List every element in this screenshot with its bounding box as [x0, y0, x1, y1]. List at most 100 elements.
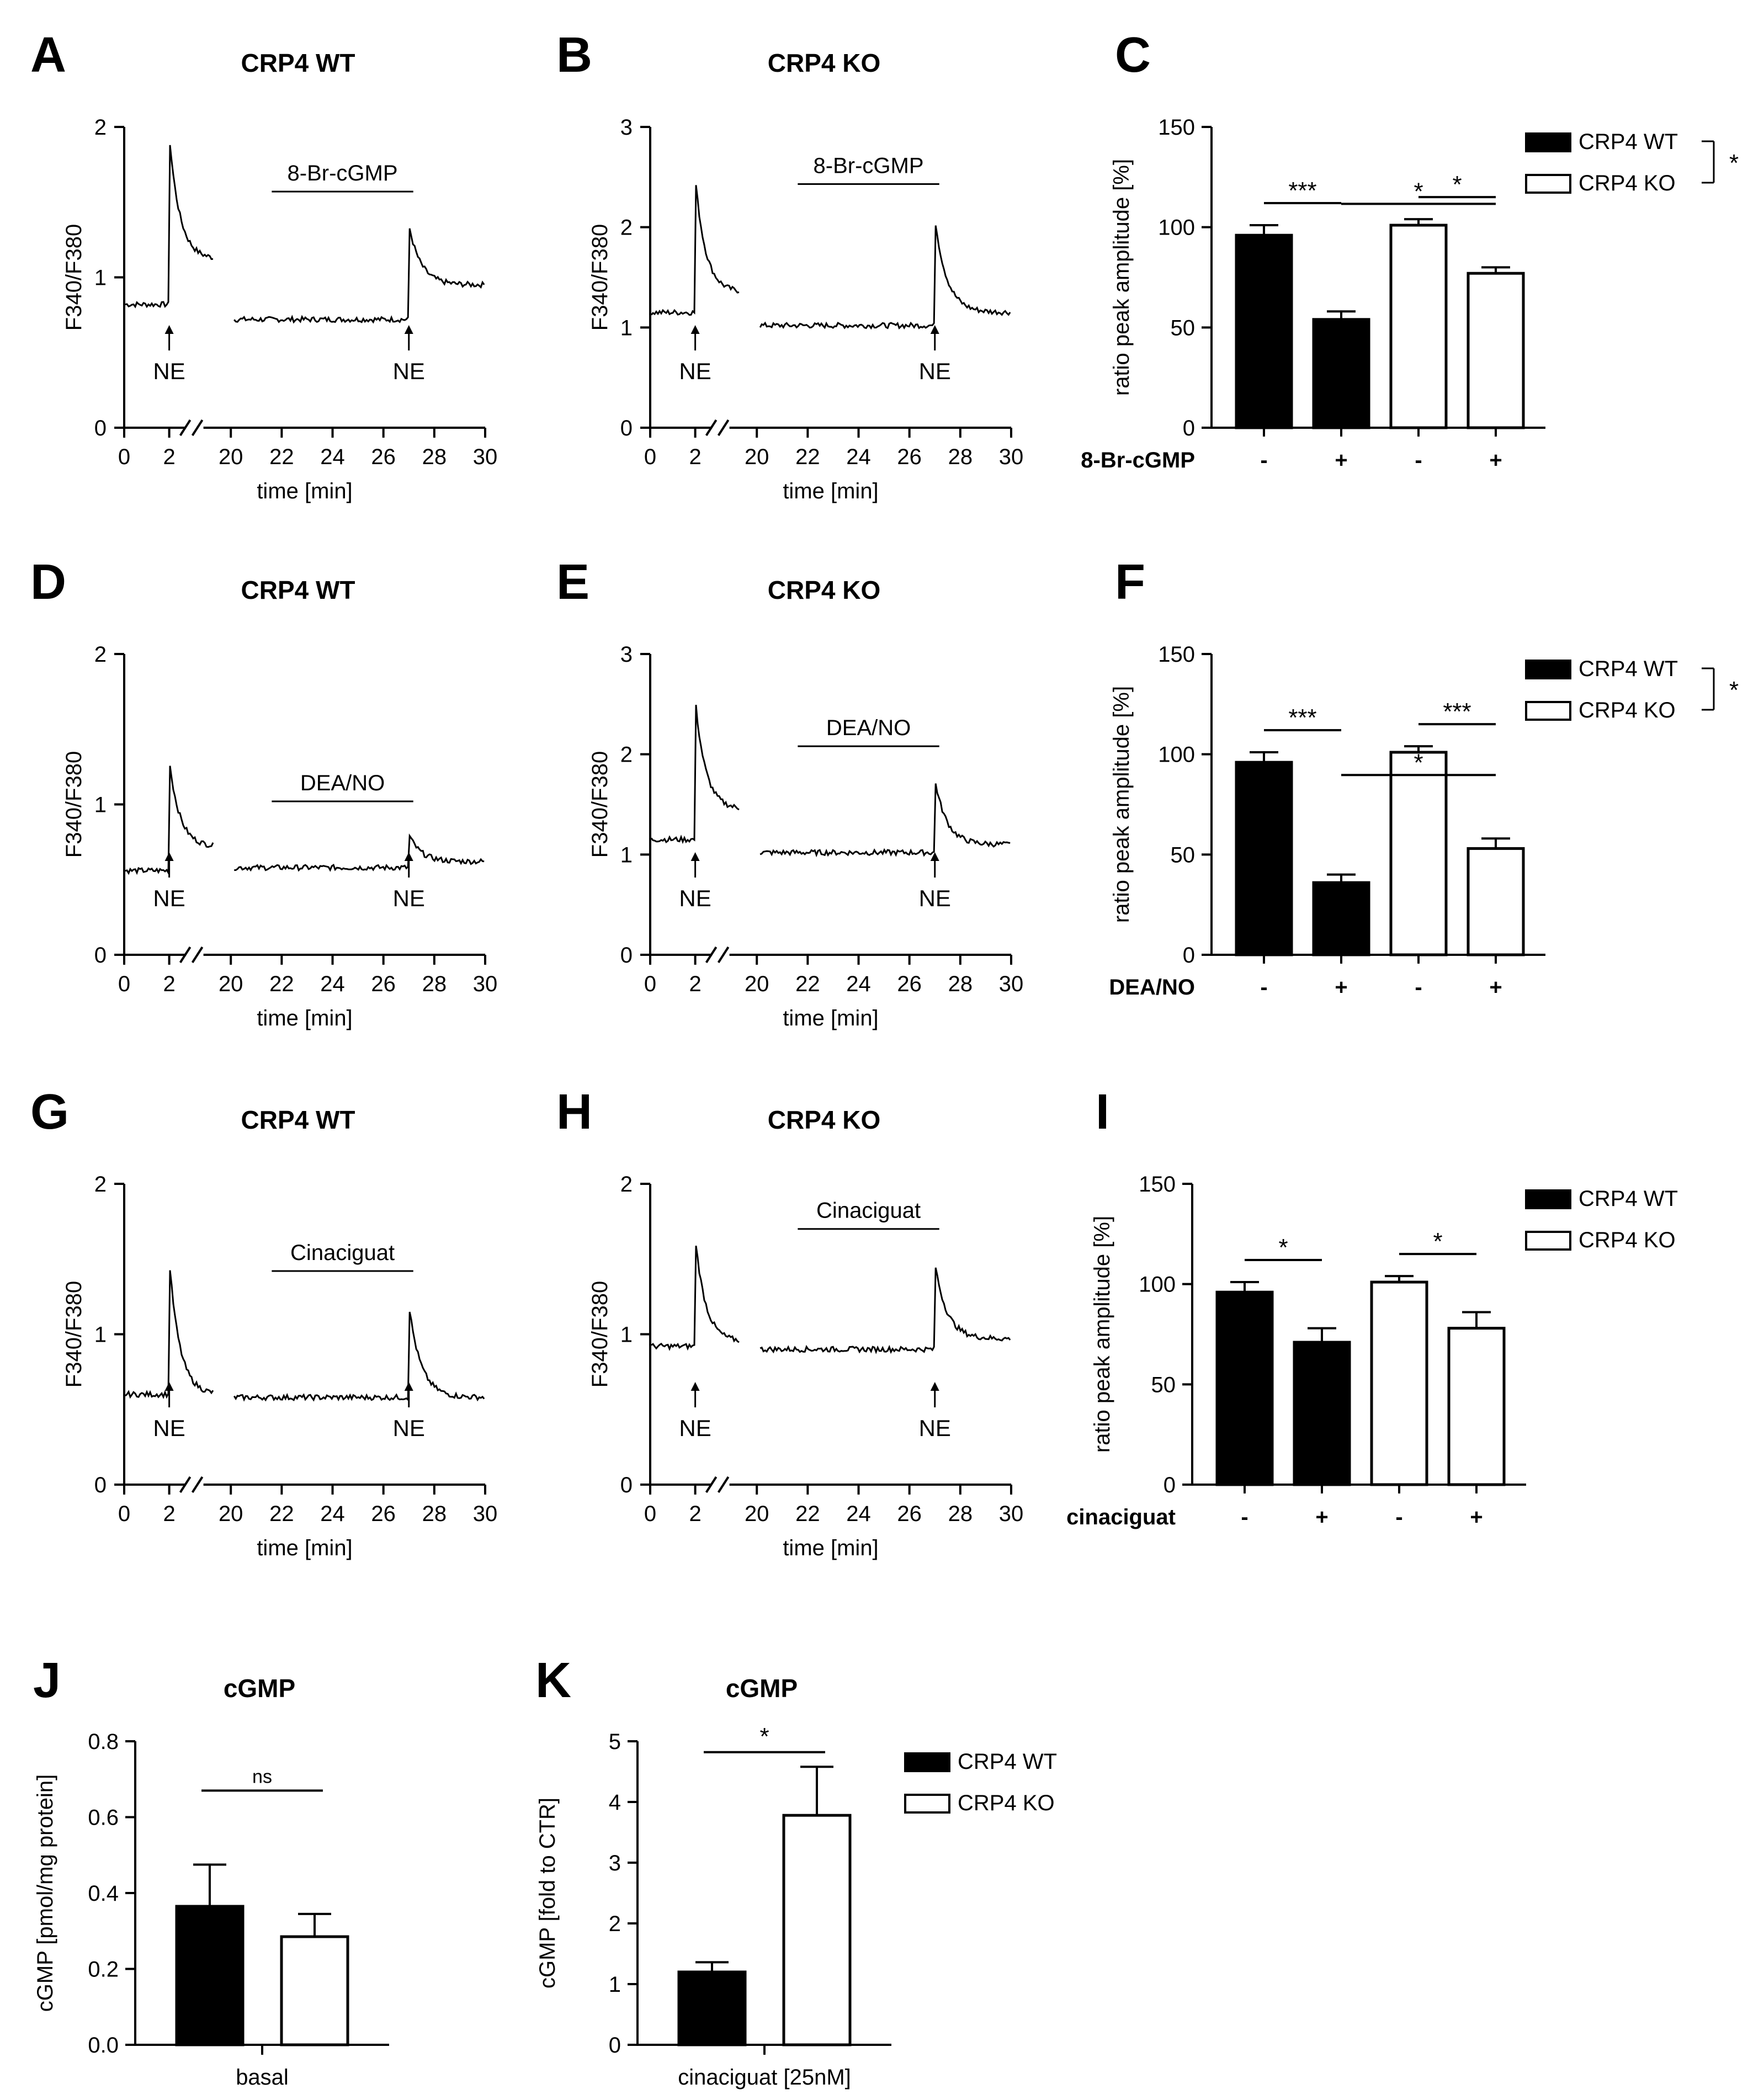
axis-break — [705, 419, 718, 437]
bar-panel-J — [175, 1905, 349, 2046]
y-tick-label: 0 — [620, 416, 633, 440]
legend-swatch — [904, 1794, 950, 1814]
axis-break — [705, 1476, 718, 1493]
stimulus-label: NE — [679, 885, 711, 911]
bar-panel-I — [1215, 1189, 1571, 1486]
x-tick-label: 20 — [219, 1502, 243, 1526]
y-tick-label: 2 — [620, 743, 633, 767]
panel-letter-I: I — [1096, 1084, 1109, 1140]
condition-tick-label: + — [1315, 1505, 1328, 1529]
trace-line-control — [124, 1270, 214, 1400]
y-tick-label: 2 — [94, 642, 107, 667]
x-tick-label: 28 — [948, 445, 973, 469]
panel-letter-J: J — [33, 1653, 61, 1708]
y-tick-label: 1 — [94, 1323, 107, 1347]
y-tick-label: 1 — [94, 793, 107, 817]
category-label: cinaciguat [25nM] — [678, 2065, 851, 2090]
panel-title-H: CRP4 KO — [768, 1105, 880, 1134]
arrow-head-icon — [164, 1382, 174, 1391]
y-axis-label: cGMP [fold to CTR] — [535, 1798, 560, 1989]
axis-break — [717, 419, 730, 437]
condition-tick-label: - — [1241, 1505, 1248, 1529]
legend-swatch — [1525, 1189, 1571, 1209]
x-tick-label: 26 — [897, 445, 922, 469]
bar — [1467, 272, 1525, 429]
y-tick-label: 0.2 — [88, 1958, 119, 1982]
legend-label: CRP4 KO — [958, 1791, 1055, 1815]
trace-panel-B — [650, 185, 1011, 330]
stimulus-label: NE — [393, 1415, 425, 1441]
trace-panel-D — [125, 765, 485, 876]
x-tick-label: 20 — [745, 1502, 769, 1526]
x-tick-label: 28 — [948, 1502, 973, 1526]
bar — [1215, 1290, 1274, 1486]
x-tick-label: 20 — [219, 972, 243, 996]
stimulus-label: NE — [919, 885, 951, 911]
x-tick-label: 20 — [219, 445, 243, 469]
x-tick-label: 26 — [371, 1502, 396, 1526]
y-tick-label: 2 — [94, 1172, 107, 1197]
trace-line-control — [650, 185, 740, 316]
x-tick-label: 24 — [320, 445, 345, 469]
trace-line-control — [651, 1245, 740, 1351]
stimulus-label: NE — [919, 358, 951, 384]
x-tick-label: 26 — [897, 1502, 922, 1526]
condition-tick-label: + — [1335, 448, 1347, 472]
arrow-head-icon — [690, 852, 700, 861]
x-axis-label: time [min] — [783, 1536, 878, 1560]
panel-letter-K: K — [535, 1653, 571, 1708]
y-tick-label: 0.8 — [88, 1730, 119, 1754]
legend-swatch — [1525, 174, 1571, 194]
x-tick-label: 0 — [118, 972, 130, 996]
legend-swatch — [904, 1752, 950, 1772]
x-tick-label: 2 — [163, 1502, 175, 1526]
bar — [1312, 318, 1370, 429]
x-tick-label: 22 — [795, 445, 820, 469]
axis-break — [705, 946, 718, 964]
stimulus-label: NE — [153, 358, 185, 384]
condition-tick-label: - — [1415, 975, 1422, 1000]
y-axis-label: F340/F380 — [588, 751, 612, 858]
y-axis-label: ratio peak amplitude [%] — [1109, 159, 1134, 396]
trace-panel-E — [650, 704, 1011, 858]
stimulus-label: NE — [679, 1415, 711, 1441]
trace-line-control — [650, 704, 740, 844]
panel-letter-A: A — [30, 28, 66, 83]
bar-panel-K — [677, 1752, 950, 2046]
x-tick-label: 2 — [689, 972, 701, 996]
panel-title-E: CRP4 KO — [768, 576, 880, 604]
axis-break — [191, 1476, 204, 1493]
x-tick-label: 20 — [745, 972, 769, 996]
significance-label: *** — [1288, 704, 1316, 731]
panel-title-D: CRP4 WT — [241, 576, 355, 604]
legend-swatch — [1525, 701, 1571, 721]
x-tick-label: 28 — [948, 972, 973, 996]
bar — [1389, 751, 1448, 956]
y-tick-label: 50 — [1171, 843, 1196, 867]
y-tick-label: 5 — [609, 1730, 621, 1754]
treatment-label: Cinaciguat — [816, 1199, 921, 1223]
x-tick-label: 0 — [118, 1502, 130, 1526]
y-tick-label: 1 — [94, 266, 107, 290]
axis-break — [191, 419, 204, 437]
bar — [677, 1970, 747, 2046]
x-tick-label: 28 — [422, 1502, 447, 1526]
x-axis-label: time [min] — [783, 479, 878, 503]
axis-break — [717, 1476, 730, 1493]
bar-panel-F — [1235, 660, 1571, 956]
y-tick-label: 50 — [1171, 316, 1196, 340]
x-tick-label: 20 — [745, 445, 769, 469]
x-tick-label: 30 — [473, 1502, 498, 1526]
significance-label: *** — [1288, 177, 1316, 204]
bar — [1293, 1341, 1351, 1486]
panel-letter-D: D — [30, 555, 66, 610]
panel-title-K: cGMP — [726, 1674, 798, 1703]
x-tick-label: 24 — [320, 1502, 345, 1526]
legend-label: CRP4 WT — [1579, 130, 1678, 154]
x-tick-label: 26 — [897, 972, 922, 996]
arrow-head-icon — [930, 325, 939, 334]
x-tick-label: 26 — [371, 972, 396, 996]
stimulus-label: NE — [153, 1415, 185, 1441]
y-tick-label: 0 — [94, 416, 107, 440]
y-tick-label: 100 — [1158, 216, 1195, 240]
